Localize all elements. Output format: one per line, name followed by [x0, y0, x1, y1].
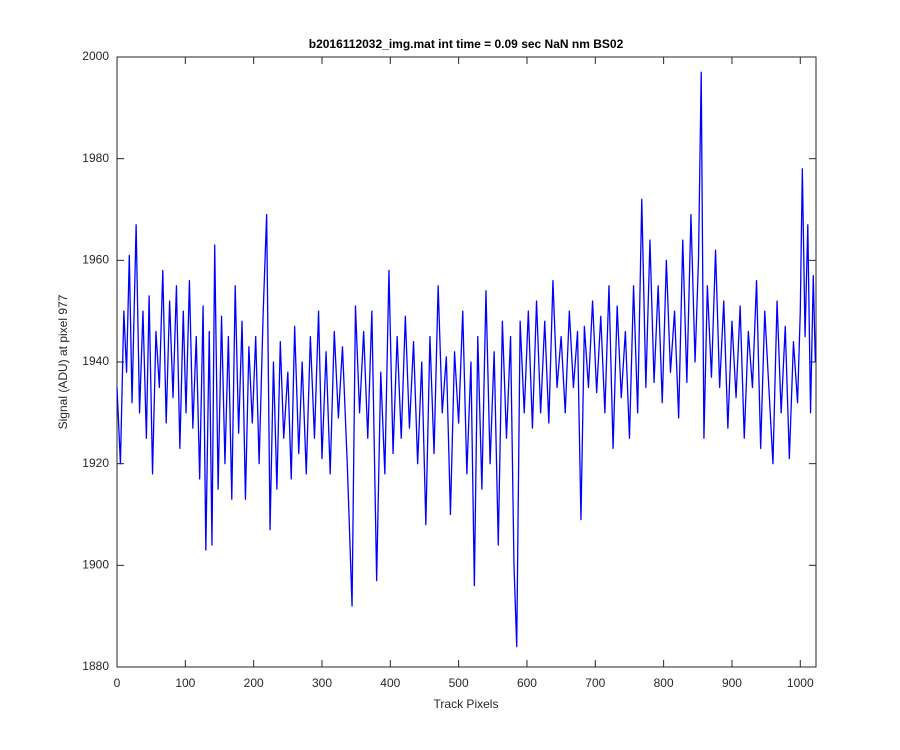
x-tick-label: 700	[585, 676, 605, 690]
x-tick-label: 200	[244, 676, 264, 690]
x-tick-label: 900	[722, 676, 742, 690]
x-tick-label: 600	[517, 676, 537, 690]
x-tick-label: 500	[449, 676, 469, 690]
x-tick-label: 800	[654, 676, 674, 690]
y-tick-label: 2000	[82, 49, 109, 63]
y-tick-label: 1940	[82, 354, 109, 368]
x-tick-label: 1000	[787, 676, 814, 690]
x-tick-label: 400	[380, 676, 400, 690]
data-line	[116, 71, 816, 648]
x-tick-label: 300	[312, 676, 332, 690]
y-axis-label: Signal (ADU) at pixel 977	[56, 294, 70, 429]
y-tick-label: 1880	[82, 659, 109, 673]
x-axis-label: Track Pixels	[434, 697, 499, 711]
y-tick-label: 1900	[82, 558, 109, 572]
y-tick-label: 1980	[82, 151, 109, 165]
y-tick-label: 1960	[82, 253, 109, 267]
x-tick-label: 100	[175, 676, 195, 690]
x-tick-label: 0	[114, 676, 121, 690]
chart-title: b2016112032_img.mat int time = 0.09 sec …	[309, 37, 624, 51]
y-tick-label: 1920	[82, 456, 109, 470]
